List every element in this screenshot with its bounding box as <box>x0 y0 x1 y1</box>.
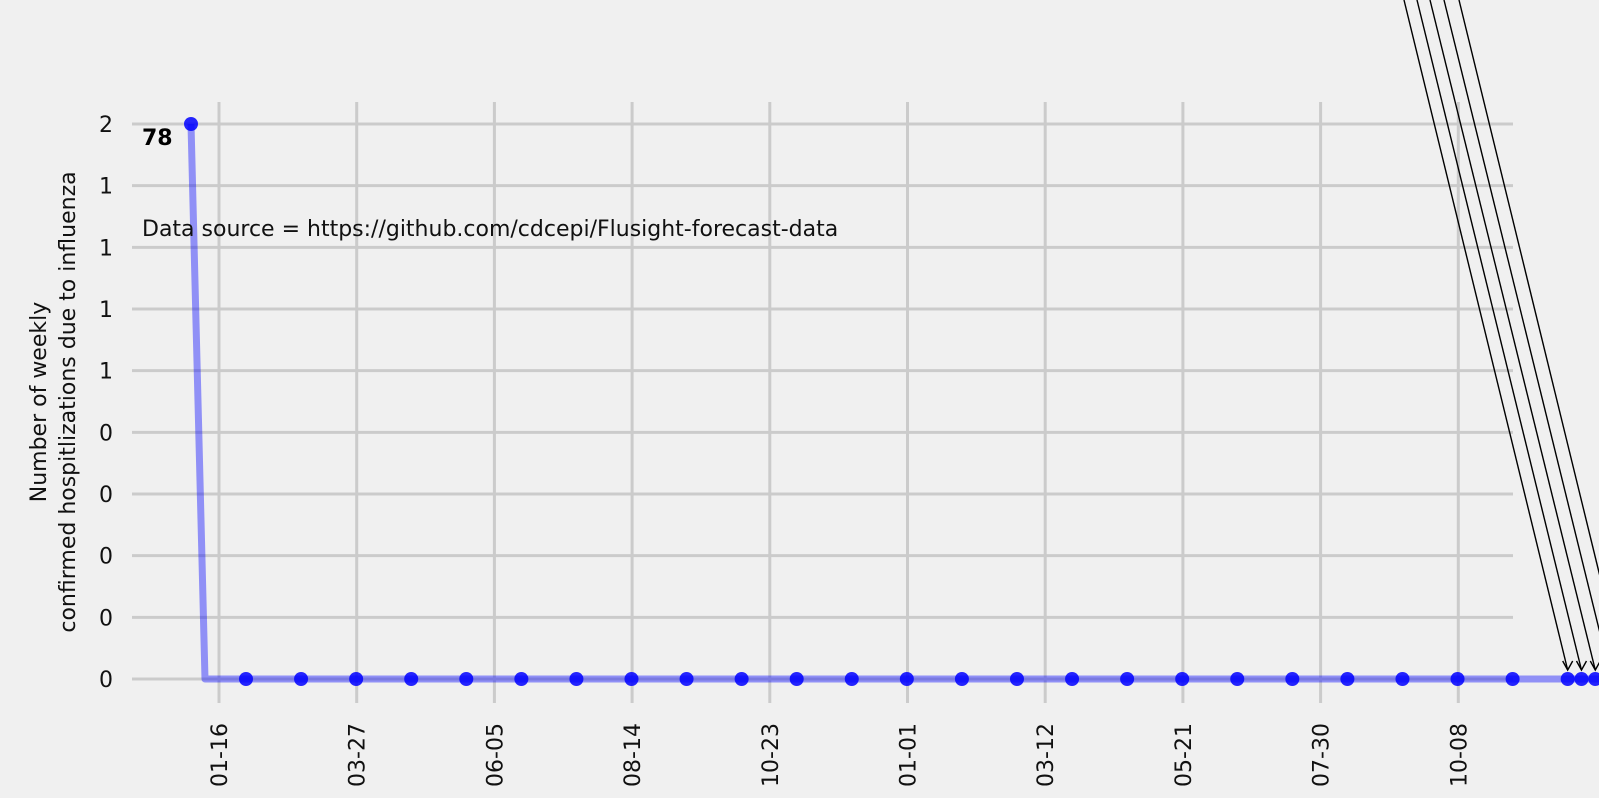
data-point <box>404 672 419 686</box>
data-point <box>1574 672 1589 686</box>
data-point <box>569 672 584 686</box>
y-tick-label: 0 <box>99 606 113 631</box>
x-tick-label: 03-27 <box>346 723 371 787</box>
line-layer <box>187 123 1599 683</box>
forecast-arrow <box>1416 0 1583 671</box>
data-point <box>514 672 529 686</box>
data-point <box>1230 672 1245 686</box>
data-point <box>1395 672 1410 686</box>
data-point <box>294 672 309 686</box>
forecast-arrow-head <box>1575 660 1588 672</box>
y-axis-label-line-2: confirmed hospitlizations due to influen… <box>56 171 81 632</box>
forecast-arrow <box>1429 0 1596 671</box>
x-tick-label: 01-01 <box>897 723 922 787</box>
grid-layer <box>132 102 1513 703</box>
y-tick-label: 1 <box>99 236 113 261</box>
forecast-arrow <box>1403 0 1569 671</box>
y-tick-label: 0 <box>99 668 113 693</box>
data-point <box>349 672 364 686</box>
data-point <box>1285 672 1300 686</box>
data-point <box>1560 672 1575 686</box>
point-layer <box>184 117 1599 686</box>
x-tick-label: 06-05 <box>483 723 508 787</box>
x-tick-label: 01-16 <box>208 723 233 787</box>
y-axis-label-line-1: Number of weekly <box>27 302 52 503</box>
y-tick-label: 0 <box>99 483 113 508</box>
x-tick-label: 10-08 <box>1447 723 1472 787</box>
x-tick-label: 07-30 <box>1310 723 1335 787</box>
data-point <box>239 672 253 686</box>
data-point <box>844 672 859 686</box>
data-point <box>459 672 474 686</box>
data-point <box>679 672 694 686</box>
x-tick-label: 03-12 <box>1034 723 1059 787</box>
data-point <box>789 672 804 686</box>
data-point <box>184 117 198 131</box>
y-tick-label: 0 <box>99 421 113 446</box>
data-point <box>1120 672 1135 686</box>
arrow-layer <box>1403 0 1599 672</box>
first-point-annotation: 78 <box>142 126 173 151</box>
data-point <box>1505 672 1520 686</box>
data-point <box>1009 672 1024 686</box>
data-point <box>1340 672 1355 686</box>
data-point <box>624 672 639 686</box>
y-tick-label: 0 <box>99 545 113 570</box>
forecast-arrow <box>1458 0 1599 576</box>
y-tick-label: 1 <box>99 360 113 385</box>
x-tick-label: 10-23 <box>759 723 784 787</box>
data-point <box>954 672 969 686</box>
y-tick-labels: 0 0 0 0 0 1 1 1 1 2 <box>99 113 113 693</box>
y-tick-label: 2 <box>99 113 113 138</box>
data-point <box>1065 672 1080 686</box>
x-tick-labels: 01-16 03-27 06-05 08-14 10-23 01-01 03-12 05-21… <box>208 723 1472 787</box>
x-tick-label: 08-14 <box>621 723 646 787</box>
data-source-note: Data source = https://github.com/cdcepi/… <box>142 217 838 242</box>
data-point <box>1588 672 1599 686</box>
data-point <box>1175 672 1190 686</box>
series-line <box>187 123 1599 683</box>
data-point <box>1450 672 1465 686</box>
y-tick-label: 1 <box>99 175 113 200</box>
x-tick-label: 05-21 <box>1172 723 1197 787</box>
forecast-arrow-head <box>1562 660 1574 672</box>
data-point <box>734 672 749 686</box>
forecast-arrow <box>1443 0 1599 633</box>
data-point <box>899 672 914 686</box>
y-tick-label: 1 <box>99 298 113 323</box>
